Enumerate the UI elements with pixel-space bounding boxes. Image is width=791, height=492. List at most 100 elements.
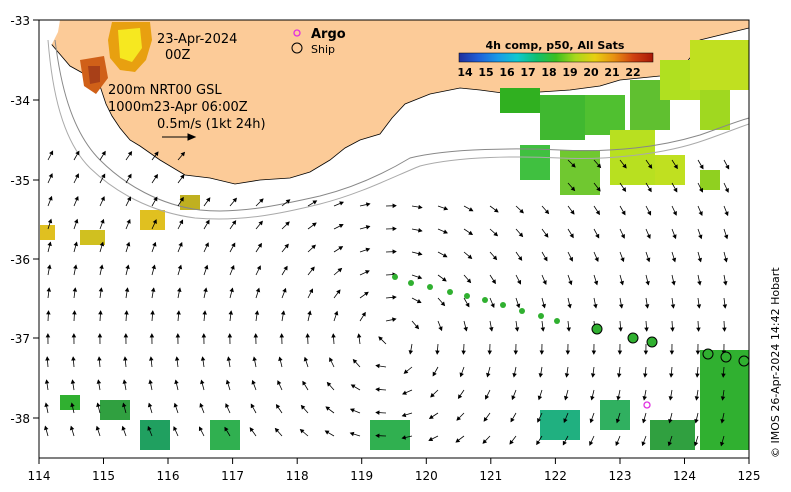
argo-legend-label: Argo (311, 27, 346, 42)
ship-position-marker (464, 293, 470, 299)
current-arrow-head (618, 327, 623, 332)
current-arrow-head (349, 431, 355, 437)
current-arrow-head (622, 163, 627, 169)
current-arrow-head (123, 356, 128, 361)
current-arrow-head (641, 441, 646, 447)
current-arrow-head (616, 395, 621, 401)
current-arrow-head (594, 257, 599, 262)
current-arrow-head (285, 221, 290, 227)
current-arrow-head (147, 402, 153, 408)
current-arrow-head (720, 396, 726, 401)
current-arrow-head (564, 395, 569, 401)
current-arrow-head (99, 264, 104, 270)
current-arrow-head (401, 435, 407, 440)
y-tick-label: -35 (10, 174, 30, 188)
current-arrow-head (99, 241, 105, 247)
current-arrow-head (418, 228, 423, 233)
current-arrow-head (417, 274, 423, 280)
current-arrow-head (339, 201, 345, 206)
current-arrow-head (44, 402, 49, 408)
current-arrow-head (147, 425, 152, 431)
current-arrow-head (350, 384, 356, 389)
current-arrow-head (694, 418, 699, 424)
current-arrow-head (512, 372, 517, 378)
current-arrow-head (720, 418, 725, 424)
current-arrow-head (177, 264, 183, 270)
current-arrow-head (179, 196, 184, 202)
current-arrow-head (46, 310, 51, 315)
current-arrow-head (667, 441, 673, 447)
argo-float-marker (643, 401, 651, 409)
y-tick-label: -37 (10, 332, 30, 346)
current-arrow-head (205, 219, 210, 225)
current-arrow-head (231, 242, 236, 248)
current-arrow-head (284, 243, 289, 249)
current-arrow-head (71, 333, 77, 338)
current-arrow-head (724, 188, 729, 193)
current-arrow-head (391, 317, 397, 322)
current-arrow-head (180, 174, 185, 180)
current-arrow-head (570, 186, 576, 192)
current-arrow-head (179, 219, 184, 225)
current-arrow-head (253, 333, 259, 338)
current-arrow-head (300, 404, 306, 410)
current-arrow-head (646, 234, 651, 239)
current-arrow-head (589, 441, 594, 446)
current-arrow-head (591, 350, 597, 355)
current-arrow-head (259, 198, 264, 203)
current-arrow-head (198, 426, 203, 432)
current-arrow-head (595, 210, 600, 216)
current-arrow-head (96, 402, 101, 408)
current-arrow-head (231, 220, 237, 225)
current-arrow-head (283, 265, 288, 271)
current-arrow-head (403, 369, 409, 374)
current-arrow-head (299, 428, 305, 434)
current-arrow-head (203, 287, 208, 293)
current-arrow-head (232, 197, 237, 203)
y-tick-label: -36 (10, 253, 30, 267)
current-arrow-head (539, 350, 545, 355)
current-arrow-head (127, 151, 133, 156)
current-arrow-head (694, 396, 700, 401)
current-arrow-head (121, 425, 126, 431)
current-arrow-head (416, 299, 422, 304)
current-arrow-head (127, 173, 132, 179)
current-arrow-head (48, 173, 53, 178)
current-arrow-head (338, 224, 344, 229)
current-arrow-head (154, 151, 159, 157)
current-arrow-head (124, 310, 129, 315)
current-arrow-head (466, 278, 472, 284)
current-arrow-head (257, 242, 262, 248)
x-tick-label: 120 (415, 469, 438, 483)
current-arrow-head (417, 251, 423, 256)
current-arrow-head (149, 356, 154, 361)
ship-position-marker (720, 351, 732, 363)
current-arrow-head (375, 433, 380, 438)
current-arrow-head (174, 379, 179, 385)
current-arrow-head (456, 416, 461, 421)
current-arrow-head (723, 281, 728, 286)
current-arrow-head (593, 280, 599, 286)
x-tick-label: 118 (286, 469, 309, 483)
current-arrow-head (122, 402, 127, 408)
current-arrow-head (621, 187, 627, 192)
current-arrow-head (97, 356, 102, 361)
current-arrow-head (100, 218, 105, 224)
current-arrow-head (668, 418, 673, 424)
current-arrow-head (418, 204, 423, 210)
current-arrow-head (365, 202, 371, 207)
current-arrow-head (74, 218, 79, 224)
current-arrow-head (695, 350, 701, 355)
current-arrow-head (74, 173, 79, 179)
current-arrow-head (565, 350, 571, 355)
current-arrow-head (543, 256, 548, 262)
current-arrow-head (620, 233, 625, 239)
current-arrow-head (645, 280, 650, 286)
current-arrow-head (125, 241, 131, 247)
current-arrow-head (228, 310, 234, 315)
current-arrow-head (200, 356, 206, 361)
current-arrow-head (673, 164, 678, 170)
current-arrow-head (461, 350, 466, 355)
current-arrow-head (280, 310, 286, 315)
current-arrow-head (49, 150, 54, 156)
